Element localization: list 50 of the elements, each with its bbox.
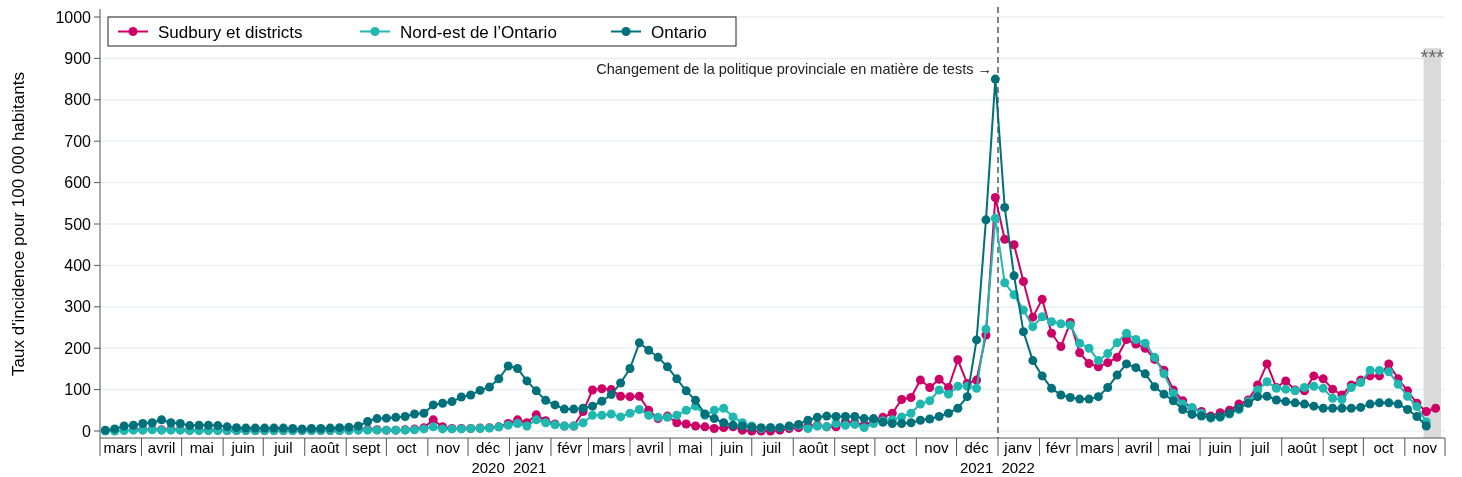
x-tick-label: juin [719,439,744,456]
x-tick-label: avril [636,439,664,456]
x-tick-label: oct [1373,439,1395,456]
legend-label: Nord-est de l’Ontario [400,22,557,42]
x-tick-label: déc 2021 [959,439,994,476]
y-tick-label: 700 [64,132,92,150]
x-tick-label: janv 2022 [1001,439,1035,476]
x-tick-label: juil [1250,439,1270,456]
x-tick-label: mars [103,439,137,456]
x-tick-label: août [1287,439,1318,456]
x-tick-label: août [310,439,341,456]
x-tick-label: juin [1207,439,1232,456]
x-tick-label: août [798,439,829,456]
y-tick-label: 500 [64,215,92,233]
x-tick-label: févr [557,439,583,456]
x-tick-label: janv 2021 [512,439,547,476]
x-tick-label: avril [1124,439,1153,456]
x-tick-label: juil [273,439,293,456]
x-tick-label: nov [1412,439,1438,456]
x-tick-label: sept [1329,439,1359,456]
x-tick-label: mai [189,439,214,456]
y-tick-label: 900 [64,49,92,67]
x-tick-label: mars [591,439,626,456]
x-tick-label: avril [147,439,176,456]
y-tick-label: 300 [64,298,92,316]
legend-label: Sudbury et districts [158,22,303,42]
x-tick-label: nov [435,439,461,456]
y-tick-label: 1000 [55,8,92,26]
y-tick-label: 200 [64,339,92,357]
ref-line-label: Changement de la politique provinciale en matière de tests → [596,61,993,77]
x-tick-label: sept [352,439,382,456]
x-tick-label: mars [1080,439,1114,456]
y-axis-title: Taux d'incidence pour 100 000 habitants [9,72,28,376]
x-tick-label: oct [396,439,418,456]
band-label: *** [1420,46,1445,69]
x-tick-label: sept [840,439,870,456]
x-tick-label: févr [1045,439,1071,456]
x-tick-label: oct [884,439,906,456]
x-tick-label: nov [924,439,950,456]
y-tick-label: 800 [64,91,92,109]
y-tick-label: 400 [64,256,92,274]
x-tick-label: mai [678,439,703,456]
legend-label: Ontario [651,22,707,42]
x-tick-label: déc 2020 [471,439,505,476]
x-tick-label: juil [761,439,781,456]
x-tick-label: mai [1166,439,1191,456]
y-tick-label: 600 [64,174,92,192]
x-tick-label: juin [230,439,255,456]
y-tick-label: 100 [64,381,92,399]
y-tick-label: 0 [82,422,92,440]
